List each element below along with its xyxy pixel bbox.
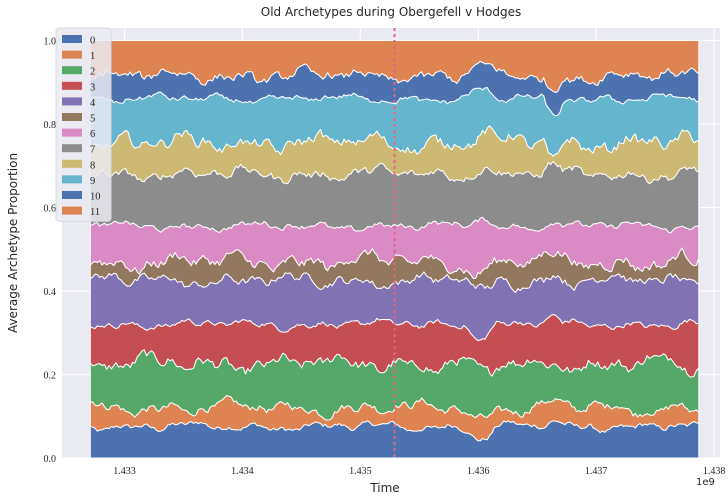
legend-swatch-0: [62, 35, 82, 43]
legend-label-0: 0: [90, 36, 95, 47]
area-series-0: [89, 420, 700, 459]
legend-label-1: 1: [90, 51, 95, 62]
legend-label-8: 8: [90, 160, 95, 171]
legend-swatch-1: [62, 50, 82, 59]
legend-swatch-2: [62, 66, 82, 75]
y-tick-label: 1.0: [44, 37, 57, 48]
legend-label-5: 5: [90, 114, 95, 125]
legend-label-9: 9: [90, 176, 95, 187]
x-tick-label: 1.437: [585, 466, 608, 477]
y-tick-label: 0.2: [44, 371, 57, 382]
y-tick-label: 0.4: [44, 287, 57, 298]
legend: 0 1 2 3 4 5 6 7 8 9 10 11: [55, 27, 112, 222]
legend-swatch-5: [62, 113, 82, 121]
x-tick-label: 1.435: [349, 466, 372, 477]
x-tick-label: 1.438: [703, 466, 726, 477]
legend-label-3: 3: [90, 82, 95, 93]
y-tick-label: 0.8: [44, 120, 57, 131]
legend-swatch-4: [62, 97, 82, 106]
y-tick-label: 0.6: [44, 204, 57, 215]
legend-swatch-8: [62, 159, 82, 168]
x-tick-label: 1.434: [231, 466, 254, 477]
legend-swatch-10: [62, 191, 82, 199]
legend-swatch-11: [62, 206, 82, 215]
legend-label-6: 6: [90, 129, 95, 140]
x-axis-label: Time: [369, 481, 399, 495]
legend-swatch-6: [62, 128, 82, 137]
legend-swatch-7: [62, 144, 82, 153]
legend-label-11: 11: [90, 207, 100, 218]
legend-box: [55, 27, 112, 222]
y-ticks: 0.0 0.2 0.4 0.6 0.8 1.0: [44, 37, 57, 465]
legend-label-2: 2: [90, 67, 95, 78]
legend-label-7: 7: [90, 145, 95, 156]
x-tick-label: 1.436: [467, 466, 490, 477]
y-axis-label: Average Archetype Proportion: [6, 153, 20, 333]
x-ticks: 1.433 1.434 1.435 1.436 1.437 1.438: [113, 466, 725, 477]
x-offset-label: 1e9: [696, 477, 715, 488]
y-tick-label: 0.0: [44, 454, 57, 465]
x-tick-label: 1.433: [113, 466, 136, 477]
legend-label-10: 10: [90, 192, 101, 203]
legend-label-4: 4: [90, 98, 96, 109]
chart-title: Old Archetypes during Obergefell v Hodge…: [261, 5, 521, 19]
legend-swatch-3: [62, 81, 82, 90]
legend-swatch-9: [62, 175, 82, 184]
